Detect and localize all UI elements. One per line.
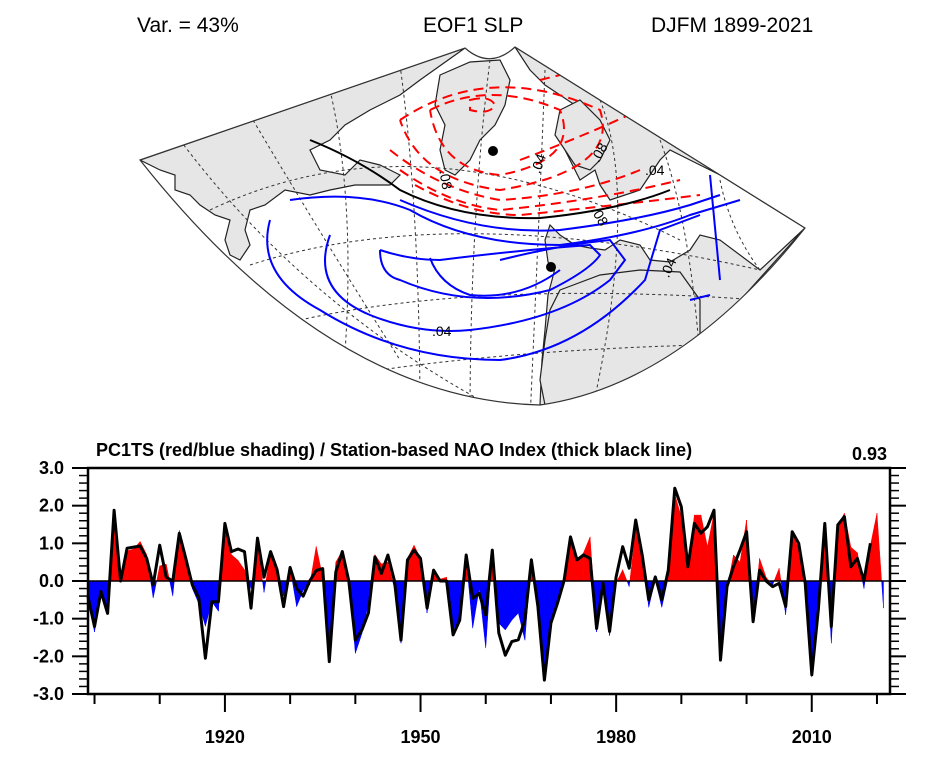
pc1-positive-shading	[870, 513, 878, 582]
pc1-negative-shading	[628, 580, 631, 587]
pc1-positive-shading	[876, 513, 882, 582]
y-tick-label: 1.0	[39, 533, 64, 553]
plot-area	[86, 486, 890, 682]
pc1-positive-shading	[231, 554, 239, 582]
x-tick-label: 1980	[596, 727, 636, 747]
variance-label: Var. = 43%	[137, 14, 239, 37]
nao-index-line	[86, 486, 872, 682]
pc1-negative-shading	[626, 580, 630, 587]
chart-title: PC1TS (red/blue shading) / Station-based…	[96, 440, 692, 460]
pc1-positive-shading	[700, 515, 708, 582]
pc1-positive-shading	[237, 559, 245, 582]
contour-label: .04	[657, 255, 680, 280]
lisbon-station-dot	[546, 262, 556, 272]
contour-label: .04	[432, 323, 452, 339]
contour-label: .04	[527, 151, 549, 175]
positive-contours	[266, 174, 741, 362]
pc1-positive-shading	[773, 568, 780, 582]
north-america-land	[140, 47, 466, 261]
y-tick-label: -3.0	[33, 684, 64, 704]
pc1-negative-shading	[172, 580, 175, 597]
zero-contour	[309, 139, 671, 220]
contour-label: .04	[645, 162, 665, 178]
pc1-negative-shading	[505, 580, 513, 631]
y-tick-label: 0.0	[39, 571, 64, 591]
y-tick-label: 2.0	[39, 496, 64, 516]
y-tick-label: -1.0	[33, 609, 64, 629]
pc1-positive-shading	[622, 569, 628, 582]
pc1-negative-shading	[881, 580, 884, 609]
pc1-positive-shading	[778, 568, 782, 582]
x-tick-label: 1950	[401, 727, 441, 747]
greenland-land	[434, 59, 511, 176]
contour-label: .08	[436, 169, 455, 191]
map-title: EOF1 SLP	[423, 14, 524, 37]
eof1-map: .04 .04 .04 .08 .08 .08 .04	[139, 46, 806, 406]
y-tick-label: 3.0	[39, 458, 64, 478]
pc1-negative-shading	[472, 580, 480, 629]
correlation-label: 0.93	[852, 444, 887, 464]
pc1-negative-shading	[498, 580, 506, 631]
y-tick-label: -2.0	[33, 646, 64, 666]
x-tick-label: 2010	[792, 727, 832, 747]
iceland-station-dot	[488, 146, 498, 156]
period-label: DJFM 1899-2021	[651, 14, 814, 37]
axes: 3.0 2.0 1.0 0.0 -1.0 -2.0 -3.0 1920 1950 1980 2010	[33, 458, 906, 747]
x-tick-label: 1920	[205, 727, 245, 747]
pc1-negative-shading	[355, 580, 363, 654]
pc1-positive-shading	[126, 548, 134, 582]
pc1-negative-shading	[169, 580, 174, 597]
map-border	[139, 46, 806, 406]
pc1-negative-shading	[263, 580, 267, 593]
pc1-negative-shading	[511, 580, 519, 621]
